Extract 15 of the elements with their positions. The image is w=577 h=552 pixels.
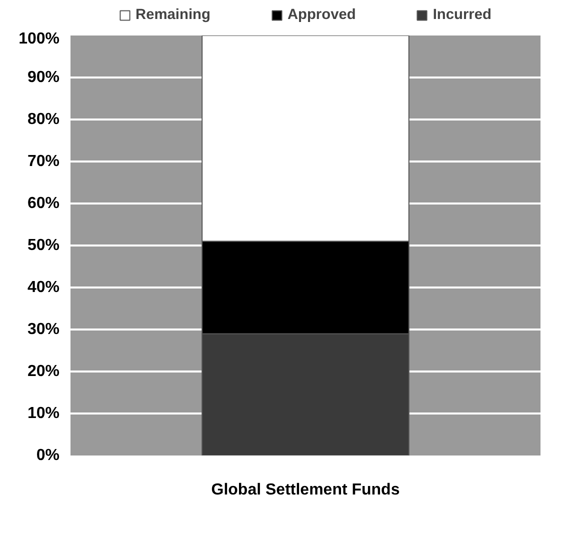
legend-label: Incurred (432, 7, 492, 23)
y-tick-label: 40% (27, 279, 60, 296)
y-tick-label: 80% (27, 111, 60, 128)
y-tick-label: 10% (27, 405, 60, 422)
y-tick-label: 30% (27, 321, 60, 338)
y-tick-label: 20% (27, 363, 60, 380)
legend-label: Remaining (136, 7, 210, 23)
x-tick-label: Global Settlement Funds (211, 482, 400, 498)
y-tick-label: 90% (27, 69, 60, 86)
legend-label: Approved (287, 7, 356, 23)
y-tick-label: 50% (27, 237, 60, 254)
y-tick-label: 60% (27, 195, 60, 212)
y-tick-label: 100% (18, 30, 60, 48)
y-tick-label: 70% (27, 153, 60, 170)
y-tick-label: 0% (36, 447, 60, 464)
